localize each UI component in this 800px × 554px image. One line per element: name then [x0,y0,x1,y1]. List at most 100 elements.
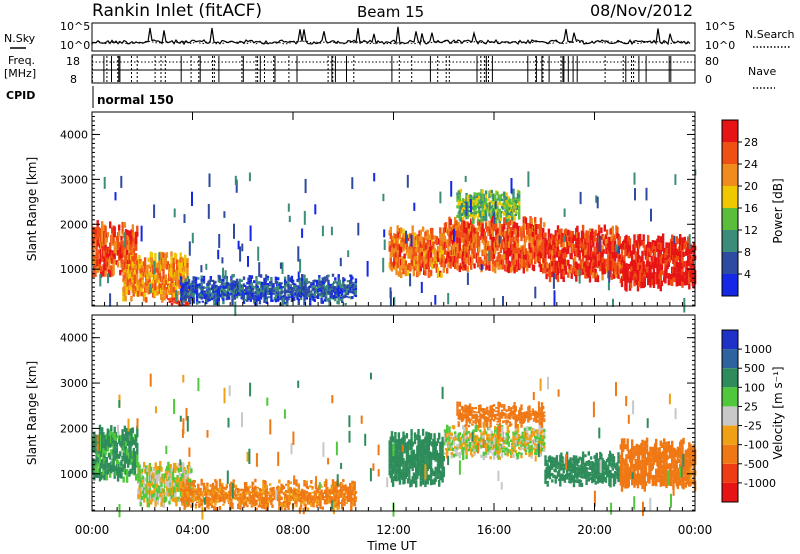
velocity-cell [288,502,291,505]
velocity-cell [272,495,275,497]
power-cell [130,244,133,250]
power-cell [146,264,149,270]
power-cell [516,237,520,243]
power-cell [571,231,575,238]
power-cell [307,290,311,294]
power-cell [495,229,498,236]
power-cell [303,278,306,283]
velocity-cell [280,506,283,510]
power-cell [475,195,479,198]
power-echo [205,263,208,270]
power-cell [211,295,215,298]
power-cell [219,291,223,293]
power-echo [297,246,300,262]
power-cell [467,228,471,234]
power-cell [535,229,538,235]
velocity-cell [102,432,105,438]
power-echo [633,172,636,185]
power-cell [451,255,455,262]
velocity-cell [249,491,252,494]
power-cell [143,257,147,263]
power-echo [109,293,112,307]
power-cell [674,267,677,273]
power-cell [251,290,255,293]
power-cell [475,227,479,233]
power-cell [94,239,97,246]
power-cell [400,227,403,234]
power-cell [653,251,657,257]
power-cell [347,296,351,299]
velocity-cell [282,486,286,489]
velocity-cell [125,434,129,442]
power-cell [483,231,487,237]
power-cell [640,281,643,289]
power-cell [328,297,331,301]
power-cell [186,262,189,268]
velocity-cell [135,434,138,442]
velocity-cell [183,504,186,508]
power-cell [145,297,148,303]
velocity-cell [213,508,216,511]
power-cell [301,277,304,282]
power-cell [682,271,685,277]
power-cell [338,282,342,285]
power-cell [210,292,214,295]
velocity-cell [288,488,291,492]
power-echo [124,232,127,248]
power-echo [413,202,416,211]
power-cell [497,209,500,212]
power-cell [195,298,199,302]
power-cell [415,260,418,265]
velocity-cell [115,469,119,475]
power-cell [529,252,532,259]
power-cell [190,296,193,299]
power-cell [312,295,315,299]
velocity-cell [211,496,215,499]
power-cell [577,232,580,239]
power-cell [126,269,130,274]
power-cell [460,212,464,216]
velocity-cell [217,489,220,492]
power-cell [498,208,501,213]
power-cell [323,279,327,283]
power-cell [511,231,514,238]
velocity-cell [124,440,128,447]
power-cell [482,249,485,256]
power-echo [175,289,178,303]
power-cell [655,257,658,263]
power-cell [170,299,174,301]
power-cell [109,270,112,278]
power-cell [429,233,433,240]
velocity-cell [109,453,112,460]
power-cell [311,293,314,296]
power-cell [411,225,414,232]
power-cell [561,263,564,270]
power-echo [330,226,333,236]
power-cell [476,231,480,238]
power-cell [441,258,444,263]
power-cell [459,217,463,222]
velocity-cell [240,488,243,491]
power-cell [350,280,353,284]
velocity-cell [213,505,216,509]
power-cell [235,293,239,296]
power-echo [297,271,300,281]
power-cell [496,256,499,262]
power-cell [172,275,175,281]
power-cell [393,253,396,259]
velocity-cell [242,505,246,508]
velocity-cell [253,497,256,500]
power-cell [486,264,489,270]
power-cell [466,203,469,207]
power-cell [269,284,272,287]
power-cell [143,292,147,298]
velocity-cell [214,489,217,493]
power-cell [429,251,433,258]
power-cell [515,265,519,272]
velocity-cell [272,493,275,495]
velocity-cell [229,493,232,497]
power-cell [433,251,436,256]
velocity-cell [105,456,108,463]
power-cell [172,263,175,270]
power-echo [222,267,224,279]
